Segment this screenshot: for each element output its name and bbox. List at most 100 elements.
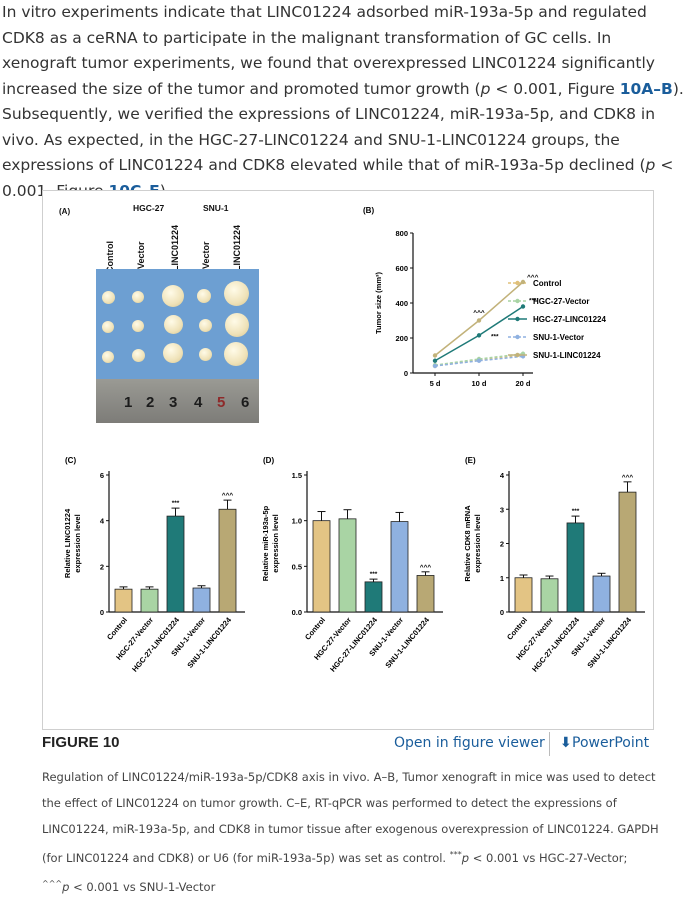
significance-mark: ^^^ bbox=[622, 473, 634, 481]
intro-paragraph: In vitro experiments indicate that LINC0… bbox=[2, 0, 686, 204]
y-tick-label: 4 bbox=[100, 517, 105, 526]
caption-p-2: p bbox=[62, 879, 70, 894]
data-point bbox=[432, 358, 438, 363]
bar bbox=[338, 518, 357, 613]
y-tick-label: 1 bbox=[500, 574, 504, 583]
bar bbox=[218, 508, 237, 613]
figure-title: FIGURE 10 bbox=[42, 734, 120, 751]
figure-ref-10a-b[interactable]: 10A–B bbox=[619, 79, 673, 98]
figure-caption: Regulation of LINC01224/miR-193a-5p/CDK8… bbox=[42, 764, 662, 900]
link-divider bbox=[549, 732, 550, 756]
bar bbox=[592, 575, 611, 613]
powerpoint-link[interactable]: ⬇PowerPoint bbox=[560, 735, 649, 751]
data-point bbox=[432, 363, 438, 369]
intro-p-2: p bbox=[645, 156, 656, 174]
powerpoint-label: PowerPoint bbox=[572, 735, 650, 751]
legend-marker bbox=[515, 316, 520, 322]
intro-text-2: < 0.001, Figure bbox=[490, 79, 620, 98]
tumor bbox=[225, 313, 249, 337]
panel-b-line-chart: (B) 0 200 400 600 800 5 d 10 d 20 d Tumor size (m… bbox=[363, 206, 606, 388]
caption-sup-2: ^^^ bbox=[42, 878, 63, 888]
data-point bbox=[520, 304, 526, 309]
x-tick-label: Control bbox=[303, 616, 327, 642]
significance-mark: *** bbox=[370, 571, 378, 578]
column-label-snu-vector: Vector bbox=[201, 241, 211, 269]
legend-marker bbox=[515, 352, 520, 358]
tumor bbox=[132, 320, 144, 332]
ruler-number: 5 bbox=[217, 394, 226, 411]
y-axis-label: expression level bbox=[271, 514, 280, 572]
data-point bbox=[476, 318, 482, 323]
legend-label: SNU-1-Vector bbox=[533, 333, 584, 342]
panel-label: (D) bbox=[263, 456, 274, 465]
y-tick-label: 800 bbox=[395, 229, 408, 238]
tumor bbox=[224, 342, 248, 366]
column-label-hgc-vector: Vector bbox=[136, 241, 146, 269]
bar bbox=[566, 522, 585, 613]
legend-marker bbox=[515, 334, 520, 340]
panel-d-bar-chart: (D) 0.0 0.5 1.0 1.5 Relative miR-193a-5p expre… bbox=[261, 456, 443, 674]
y-tick-label: 200 bbox=[395, 334, 408, 343]
tumor bbox=[102, 321, 114, 333]
caption-p-1: p bbox=[461, 850, 470, 865]
legend-marker bbox=[515, 298, 520, 304]
tumor bbox=[164, 315, 183, 334]
panel-e-bar-chart: (E) 0 1 2 3 4 Relative CDK8 mRNA expression lev… bbox=[463, 456, 645, 674]
ruler-number: 3 bbox=[169, 394, 178, 411]
bar bbox=[390, 521, 409, 613]
panel-label: (E) bbox=[465, 456, 476, 465]
caption-t2: < 0.001 vs SNU-1-Vector bbox=[69, 879, 216, 894]
bar bbox=[514, 577, 533, 613]
tumor bbox=[102, 291, 115, 304]
y-tick-label: 1.0 bbox=[292, 517, 302, 526]
caption-sup-1: *** bbox=[449, 850, 462, 859]
significance-mark: ^^^ bbox=[473, 309, 485, 317]
y-tick-label: 2 bbox=[500, 540, 504, 549]
tumor bbox=[132, 291, 144, 303]
y-tick-label: 0 bbox=[500, 608, 504, 617]
panel-label: (C) bbox=[65, 456, 76, 465]
intro-text-3: ). Subsequently, we verified the express… bbox=[2, 79, 684, 175]
ruler-number: 1 bbox=[124, 394, 133, 411]
y-axis-label: Relative CDK8 mRNA bbox=[463, 505, 472, 582]
bar bbox=[618, 491, 637, 613]
legend-label: SNU-1-LINC01224 bbox=[533, 351, 601, 360]
open-figure-viewer-link[interactable]: Open in figure viewer bbox=[394, 735, 545, 751]
group-snu1-label: SNU-1 bbox=[203, 203, 229, 213]
figure-image[interactable]: (A) HGC-27 SNU-1 Control Vector LINC0122… bbox=[42, 190, 654, 730]
x-tick-label: 10 d bbox=[471, 379, 486, 388]
bar bbox=[416, 575, 435, 613]
y-tick-label: 400 bbox=[395, 299, 408, 308]
tumor bbox=[102, 351, 114, 363]
tumor bbox=[199, 319, 212, 332]
tumor bbox=[132, 349, 145, 362]
panel-label: (B) bbox=[363, 206, 374, 215]
bar bbox=[192, 587, 211, 613]
y-tick-label: 0 bbox=[404, 369, 408, 378]
x-tick-label: HGC-27-LINC01224 bbox=[530, 615, 581, 674]
y-axis-label: expression level bbox=[473, 514, 482, 572]
ruler-number: 6 bbox=[241, 394, 250, 411]
significance-mark: *** bbox=[529, 298, 537, 305]
y-tick-label: 0 bbox=[100, 608, 104, 617]
y-axis-label: Relative miR-193a-5p bbox=[261, 505, 270, 581]
y-tick-label: 6 bbox=[100, 471, 104, 480]
group-hgc27-label: HGC-27 bbox=[133, 203, 165, 213]
significance-mark: ^^^ bbox=[222, 491, 234, 499]
bar bbox=[312, 520, 331, 613]
bar bbox=[364, 581, 383, 613]
y-tick-label: 0.0 bbox=[292, 608, 302, 617]
ruler-number: 2 bbox=[146, 394, 155, 411]
data-point bbox=[476, 358, 482, 363]
y-axis-label: Relative LINC01224 bbox=[63, 508, 72, 578]
tumor bbox=[197, 289, 211, 303]
x-tick-label: 5 d bbox=[430, 379, 441, 388]
x-tick-label: HGC-27-LINC01224 bbox=[328, 615, 379, 674]
significance-mark: *** bbox=[491, 333, 499, 340]
y-tick-label: 0.5 bbox=[292, 562, 302, 571]
bar bbox=[140, 588, 159, 613]
panel-c-bar-chart: (C) 0 2 4 6 Relative LINC01224 expression leve… bbox=[63, 456, 245, 674]
column-label-snu-linc: LINC01224 bbox=[232, 224, 242, 271]
x-tick-label: Control bbox=[505, 616, 529, 642]
y-tick-label: 3 bbox=[500, 505, 504, 514]
